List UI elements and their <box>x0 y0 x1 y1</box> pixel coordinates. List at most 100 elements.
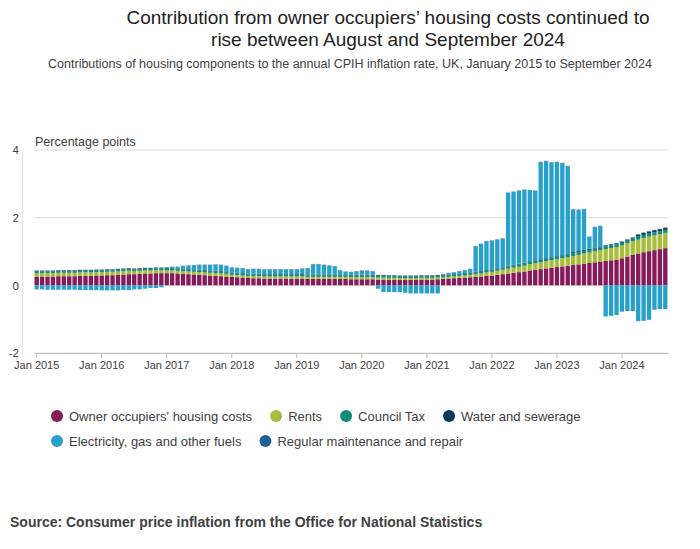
bar-segment <box>224 277 228 286</box>
bar-segment <box>484 276 488 285</box>
bar-segment <box>414 275 418 276</box>
y-tick-label: 0 <box>13 280 19 292</box>
bar-segment <box>72 285 76 289</box>
bar-segment <box>213 264 217 265</box>
bar-segment <box>457 271 461 273</box>
y-axis: -2024 <box>9 144 23 359</box>
bar-segment <box>40 285 44 289</box>
bar-segment <box>262 279 266 286</box>
bar-segment <box>614 247 618 260</box>
bar-segment <box>316 264 320 265</box>
bar-segment <box>614 285 618 315</box>
bar-segment <box>121 275 125 286</box>
bar-segment <box>51 285 55 289</box>
bar-segment <box>522 266 526 272</box>
bar-segment <box>392 275 396 276</box>
bar-segment <box>398 277 402 279</box>
bar-segment <box>333 266 337 267</box>
x-tick-label: Jan 2022 <box>469 359 514 371</box>
bar-segment <box>295 275 299 277</box>
bar-segment <box>116 275 120 285</box>
bar-segment <box>658 229 662 231</box>
bar-segment <box>143 285 147 288</box>
bar-segment <box>257 269 261 274</box>
bar-segment <box>441 277 445 279</box>
bar-segment <box>159 268 163 270</box>
bar-segment <box>479 273 483 276</box>
x-tick-mark <box>556 353 557 358</box>
bar-segment <box>501 274 505 285</box>
bar-segment <box>641 252 645 285</box>
bar-segment <box>159 267 163 269</box>
bar-segment <box>436 285 440 293</box>
bar-segment <box>127 269 131 271</box>
bar-segment <box>652 230 656 232</box>
bar-segment <box>165 273 169 285</box>
bar-segment <box>186 265 190 266</box>
bar-segment <box>436 279 440 285</box>
bar-segment <box>224 266 228 271</box>
bar-segment <box>441 273 445 274</box>
bar-segment <box>132 285 136 289</box>
bar-segment <box>549 260 553 267</box>
bar-segment <box>78 270 82 272</box>
bar-segment <box>154 268 158 270</box>
bar-segment <box>192 265 196 269</box>
bar-segment <box>159 267 163 268</box>
bar-segment <box>333 275 337 277</box>
bar-segment <box>83 270 87 272</box>
bar-segment <box>105 272 109 275</box>
bar-segment <box>170 266 174 267</box>
bar-segment <box>230 275 234 277</box>
bar-segment <box>94 272 98 275</box>
y-axis-line <box>22 151 23 354</box>
bar-segment <box>625 241 629 244</box>
bar-segment <box>116 268 120 269</box>
bar-segment <box>284 277 288 279</box>
bar-segment <box>35 273 39 276</box>
x-tick-label: Jan 2017 <box>144 359 189 371</box>
bar-segment <box>56 271 60 273</box>
bar-segment <box>35 270 39 272</box>
bar-segment <box>78 276 82 285</box>
bar-segment <box>159 273 163 285</box>
bar-segment <box>192 265 196 266</box>
bar-segment <box>560 162 564 163</box>
bar-segment <box>425 278 429 280</box>
bar-segment <box>246 269 250 270</box>
bar-segment <box>441 274 445 276</box>
bar-segment <box>560 266 564 285</box>
bar-segment <box>219 264 223 265</box>
series <box>35 248 668 285</box>
bar-segment <box>165 267 169 269</box>
bar-segment <box>593 226 597 227</box>
bar-segment <box>604 246 608 249</box>
bar-segment <box>620 243 624 246</box>
bar-segment <box>658 249 662 285</box>
bar-segment <box>620 242 624 243</box>
bar-segment <box>235 268 239 273</box>
bar-segment <box>192 275 196 286</box>
bar-segment <box>116 271 120 274</box>
bar-segment <box>430 280 434 286</box>
bar-segment <box>40 270 44 272</box>
bar-segment <box>343 279 347 285</box>
bar-segment <box>224 272 228 274</box>
bar-segment <box>105 269 109 270</box>
bar-segment <box>72 273 76 276</box>
bar-segment <box>436 274 440 275</box>
bar-segment <box>647 251 651 285</box>
bar-segment <box>365 276 369 278</box>
bar-segment <box>560 256 564 258</box>
bar-segment <box>148 270 152 273</box>
bar-segment <box>45 273 49 276</box>
bar-segment <box>566 165 570 166</box>
bar-segment <box>100 269 104 270</box>
bar-segment <box>278 275 282 277</box>
bar-segment <box>268 277 272 279</box>
bar-segment <box>56 273 60 276</box>
bar-segment <box>51 271 55 273</box>
bar-segment <box>598 250 602 262</box>
bar-segment <box>495 271 499 275</box>
bar-segment <box>354 277 358 279</box>
